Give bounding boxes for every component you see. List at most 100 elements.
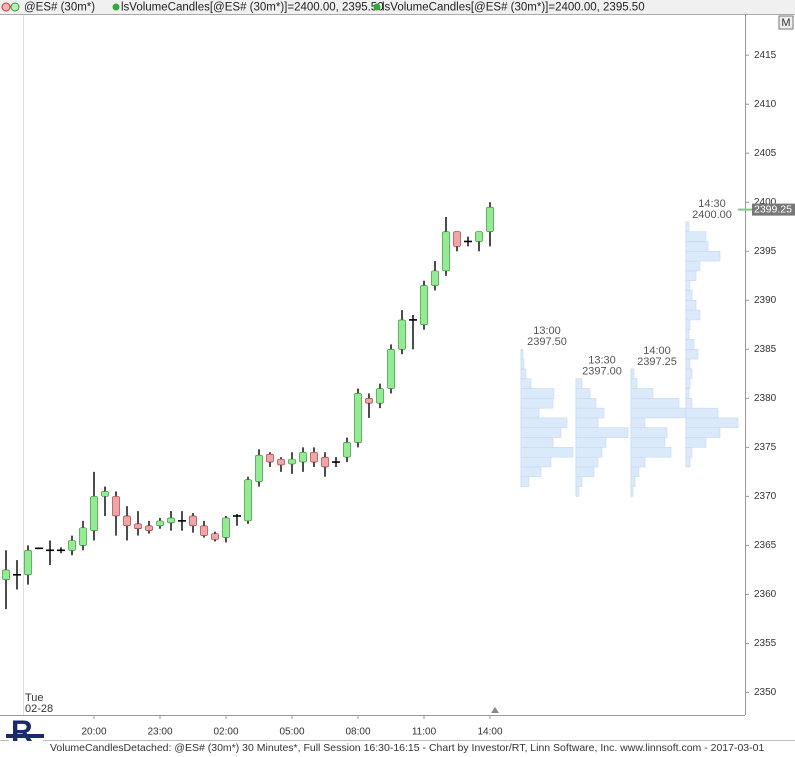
candle-body [387,349,395,389]
y-tick-label: 2415 [754,50,777,61]
profile-time: 14:30 [698,198,726,210]
x-tick-label: 05:00 [279,727,304,738]
study-icon[interactable] [373,3,381,11]
symbol: @ES# (30m*) [24,2,95,14]
profile-bar [685,398,693,409]
y-tick-label: 2355 [754,638,777,649]
close-icon[interactable] [1,2,11,12]
y-tick-label: 2410 [754,99,777,110]
candle-body [486,206,494,232]
candle-body [354,393,362,443]
candle-body [222,517,230,538]
candle-body [442,231,450,272]
profile-price: 2397.00 [582,366,622,378]
y-tick-label: 2370 [754,491,777,502]
y-tick-label: 2385 [754,344,777,355]
profile-bar [575,407,605,419]
study-label: lsVolumeCandles[@ES# (30m*)]=2400.00, 23… [121,2,384,14]
profile-bar [685,417,739,429]
profile-bar [520,417,568,429]
candle-body [24,549,32,576]
profile-bar [685,221,690,232]
candle-body [321,456,329,468]
candle-body [310,451,318,463]
candle-body [167,517,175,524]
profile-bar [685,231,707,242]
x-tick-label: 02:00 [213,727,238,738]
y-tick-label: 2350 [754,687,777,698]
profile-bar [630,417,646,429]
x-tick-label: 23:00 [147,727,172,738]
profile-bar [685,368,693,380]
y-tick-label: 2365 [754,540,777,551]
profile-bar [685,447,693,458]
profile-bar [685,349,699,360]
candle-body [123,515,131,527]
day-label: Tue [25,692,44,704]
profile-bar [520,398,554,409]
y-tick-label: 2390 [754,295,777,306]
study-icon[interactable] [112,3,120,11]
profile-bar [685,407,719,419]
candle-body [255,454,263,482]
profile-time: 13:30 [588,355,616,367]
profile-bar [575,466,595,478]
candle-body [244,479,252,522]
candle-body [398,319,406,350]
candle-body [90,496,98,531]
profile-bar [520,437,554,448]
profile-bar [630,388,654,399]
menu-button-label[interactable]: M [781,17,790,29]
scroll-marker[interactable] [491,707,499,713]
profile-bar [575,447,603,458]
candle-body [2,569,10,581]
profile-bar [630,378,638,389]
profile-bar [520,427,562,438]
profile-bar [520,407,540,419]
candle-body [266,453,274,463]
profile-bar [520,368,527,380]
profile-bar [685,260,701,272]
menu-button[interactable] [778,15,794,30]
candle-body [156,520,164,527]
profile-time: 13:00 [533,325,561,337]
x-tick-label: 14:00 [477,727,502,738]
profile-bar [685,339,695,350]
y-tick-label: 2360 [754,589,777,600]
last-price-box [752,203,795,216]
y-tick-label: 2405 [754,148,777,159]
candle-body [134,523,142,530]
candle-body [288,458,296,465]
candle-body [277,458,285,466]
status-icon[interactable] [10,2,20,12]
logo-glyph: R [11,715,33,748]
profile-bar [575,388,591,399]
profile-bar [685,319,691,331]
profile-bar [685,378,691,389]
candle-body [475,231,483,242]
candle-body [365,398,373,404]
candle-body [453,231,461,247]
profile-price: 2400.00 [692,209,732,221]
profile-bar [685,250,721,262]
profile-bar [520,349,524,360]
profile-time: 14:00 [643,345,671,357]
y-tick-label: 2380 [754,393,777,404]
profile-bar [685,388,690,399]
candle-body [189,515,197,527]
profile-bar [685,329,690,340]
profile-bar [520,456,552,468]
profile-bar [685,456,691,468]
profile-bar [520,358,525,370]
y-tick-label: 2375 [754,442,777,453]
candle-body [343,442,351,458]
footer-text: VolumeCandlesDetached: @ES# (30m*) 30 Mi… [50,742,764,754]
study-label: lsVolumeCandles[@ES# (30m*)]=2400.00, 23… [382,2,645,14]
profile-bar [630,466,640,478]
candle-body [79,527,87,546]
candle-body [431,270,439,286]
candle-body [376,388,384,404]
profile-bar [575,378,583,389]
profile-price: 2397.25 [637,356,677,368]
